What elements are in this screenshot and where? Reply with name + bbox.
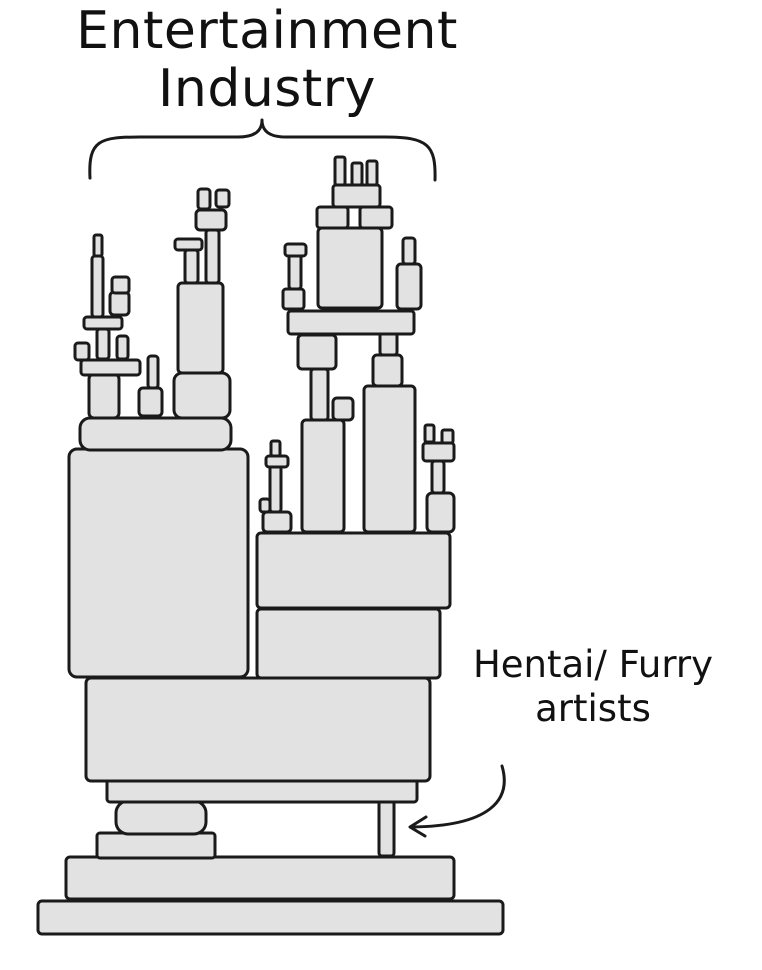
left-cube-a (87, 372, 121, 420)
arrow-head-icon (408, 815, 428, 838)
title-label: Entertainment Industry (0, 2, 534, 118)
upper-core-block (316, 226, 384, 310)
base-slab-third (95, 831, 217, 860)
title-line-1: Entertainment (76, 1, 458, 61)
center-post-short (183, 248, 200, 285)
center-head-block (194, 208, 228, 232)
left-stack-square-a (108, 290, 131, 317)
lower-main-block (84, 676, 432, 783)
upper-left-nub (281, 287, 306, 311)
annotation-line-1: Hentai/ Furry (472, 643, 714, 686)
annotation-line-2: artists (535, 687, 651, 730)
far-right-cap (421, 441, 456, 463)
right-pillar-b (362, 384, 417, 534)
round-support-block (114, 799, 208, 836)
upper-left-pole (287, 253, 303, 291)
far-right-cube (425, 491, 456, 534)
center-tall-block (176, 281, 225, 375)
left-post-a (95, 327, 111, 361)
left-stack-square-b (110, 275, 131, 295)
right-small-pole (268, 464, 283, 514)
base-slab-bottom (36, 899, 505, 936)
right-pillar-a-side (331, 396, 355, 422)
left-crossbar (79, 358, 142, 377)
far-right-pole (430, 459, 446, 495)
center-base-block (172, 371, 232, 420)
thin-support-pillar (377, 799, 396, 858)
upper-right-side-tip (401, 236, 417, 266)
right-pillar-b-neck (378, 331, 399, 357)
right-pillar-a-head (296, 333, 338, 371)
left-side-nub (73, 341, 91, 362)
left-spire-pole (90, 254, 105, 319)
center-post-cap (173, 237, 204, 252)
right-middle-block-upper (255, 531, 452, 610)
crown-spike-a (333, 155, 347, 187)
left-spire-tip (92, 233, 104, 258)
upper-shoulder-right (358, 205, 394, 230)
upper-left-cap (283, 242, 308, 258)
base-slab-second (64, 855, 456, 901)
upper-shoulder-left (315, 205, 350, 230)
center-post-tall (204, 228, 221, 285)
right-small-cap (264, 454, 290, 469)
right-pillar-a (300, 418, 346, 534)
left-cap-block (78, 416, 233, 452)
crown-spike-c (365, 159, 379, 187)
left-small-square (137, 386, 164, 418)
left-large-block (67, 447, 250, 679)
right-small-foot (261, 510, 293, 534)
right-small-tip (269, 439, 282, 458)
upper-crown-block (331, 183, 382, 209)
far-right-nub-a (423, 423, 436, 444)
annotation-arrow (410, 764, 506, 829)
center-top-nub-b (214, 188, 231, 209)
right-pillar-b-cap (371, 353, 404, 388)
center-top-nub-a (196, 187, 212, 211)
curly-brace (88, 118, 437, 182)
right-middle-block-lower (255, 607, 442, 680)
upper-right-shelf (286, 309, 416, 336)
left-tiny-post (146, 354, 160, 390)
annotation-label: Hentai/ Furry artists (448, 643, 738, 731)
left-post-b (115, 334, 130, 361)
right-pillar-a-neck (309, 367, 330, 422)
left-crossbar-upper (82, 315, 124, 331)
crown-spike-b (350, 161, 364, 187)
upper-right-side-block (395, 262, 423, 311)
title-line-2: Industry (158, 59, 376, 119)
far-right-nub-b (440, 428, 455, 445)
